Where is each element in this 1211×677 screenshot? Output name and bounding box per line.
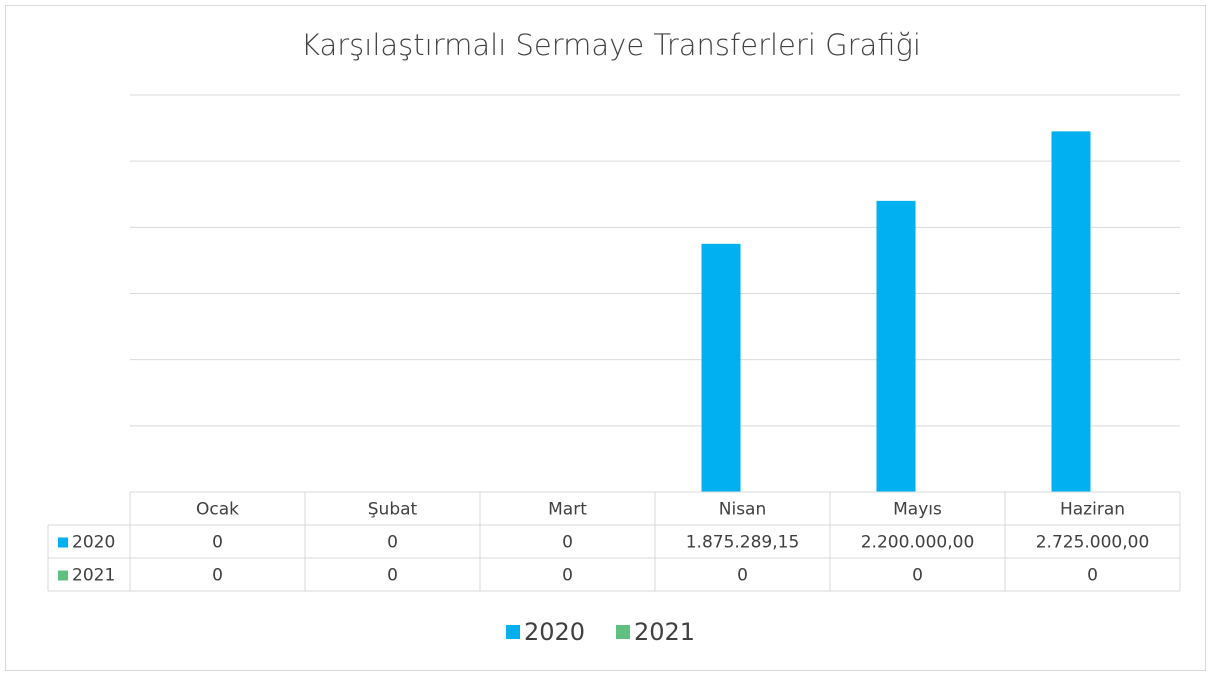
chart-border bbox=[5, 5, 1206, 671]
x-tick-label: Haziran bbox=[1060, 500, 1125, 520]
x-tick-label: Mayıs bbox=[893, 500, 942, 520]
table-cell: 0 bbox=[212, 533, 223, 553]
table-cell: 0 bbox=[212, 566, 223, 586]
table-cell: 0 bbox=[387, 566, 398, 586]
legend-label: 2020 bbox=[524, 618, 585, 646]
table-cell: 0 bbox=[387, 533, 398, 553]
table-cell: 0 bbox=[562, 566, 573, 586]
table-cell: 1.875.289,15 bbox=[686, 533, 800, 553]
bar bbox=[876, 200, 916, 492]
table-cell: 0 bbox=[912, 566, 923, 586]
table-legend-key bbox=[58, 570, 68, 581]
table-cell: 2.200.000,00 bbox=[861, 533, 975, 553]
x-tick-label: Şubat bbox=[368, 500, 418, 520]
table-legend-key bbox=[58, 537, 68, 548]
legend-key bbox=[506, 625, 520, 639]
legend-label: 2021 bbox=[634, 618, 695, 646]
table-cell: 0 bbox=[1087, 566, 1098, 586]
table-cell: 0 bbox=[562, 533, 573, 553]
chart-title: Karşılaştırmalı Sermaye Transferleri Gra… bbox=[301, 28, 921, 62]
bar bbox=[1051, 131, 1091, 492]
x-tick-label: Mart bbox=[548, 500, 587, 520]
table-cell: 0 bbox=[737, 566, 748, 586]
table-cell: 2.725.000,00 bbox=[1036, 533, 1150, 553]
bar bbox=[701, 243, 741, 492]
x-tick-label: Ocak bbox=[196, 500, 239, 520]
table-series-label: 2020 bbox=[72, 533, 115, 553]
table-series-label: 2021 bbox=[72, 566, 115, 586]
legend-key bbox=[616, 625, 630, 639]
x-tick-label: Nisan bbox=[719, 500, 767, 520]
